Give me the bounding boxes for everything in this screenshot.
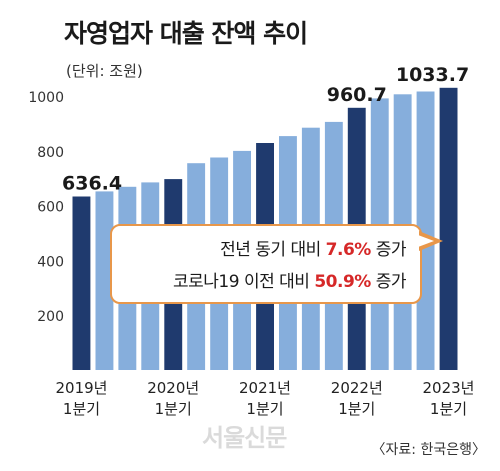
x-tick-label-year: 2022년 [331, 379, 383, 397]
x-tick-label-year: 2023년 [423, 379, 475, 397]
bar-value-label: 960.7 [327, 84, 387, 106]
y-tick-label: 600 [37, 200, 64, 216]
x-tick-label-year: 2021년 [239, 379, 291, 397]
bar [416, 91, 435, 370]
callout-tail-inner [418, 235, 434, 247]
callout-line-2: 코로나19 이전 대비 50.9% 증가 [112, 266, 407, 298]
bar [72, 196, 91, 370]
x-tick-label-quarter: 1분기 [338, 400, 375, 418]
x-tick-label-quarter: 1분기 [246, 400, 283, 418]
callout-line-1-suffix: 증가 [375, 240, 407, 260]
x-tick-label-year: 2020년 [147, 379, 199, 397]
bar [95, 191, 114, 370]
source-note: 〈자료: 한국은행〉 [371, 442, 486, 458]
callout-line-2-prefix: 코로나19 이전 대비 [173, 272, 310, 292]
callout-line-1-value: 7.6% [325, 240, 372, 260]
y-tick-label: 800 [37, 145, 64, 161]
x-tick-label-quarter: 1분기 [430, 400, 467, 418]
callout-line-2-suffix: 증가 [375, 272, 407, 292]
y-tick-label: 400 [37, 254, 64, 270]
x-tick-label-year: 2019년 [56, 379, 108, 397]
x-tick-label-quarter: 1분기 [63, 400, 100, 418]
x-tick-label-quarter: 1분기 [155, 400, 192, 418]
bar [439, 87, 458, 371]
bar-value-label: 636.4 [62, 173, 122, 195]
callout-line-2-value: 50.9% [314, 272, 371, 292]
callout-line-1-prefix: 전년 동기 대비 [220, 240, 321, 260]
callout-line-1: 전년 동기 대비 7.6% 증가 [112, 234, 406, 266]
y-tick-label: 200 [37, 309, 64, 325]
bar-value-label: 1033.7 [396, 64, 469, 86]
watermark-logo: 서울신문 [202, 424, 287, 452]
unit-label: (단위: 조원) [66, 62, 143, 80]
callout-box: 전년 동기 대비 7.6% 증가 코로나19 이전 대비 50.9% 증가 [110, 224, 422, 304]
chart-title: 자영업자 대출 잔액 추이 [64, 19, 308, 48]
y-tick-label: 1000 [28, 90, 64, 106]
